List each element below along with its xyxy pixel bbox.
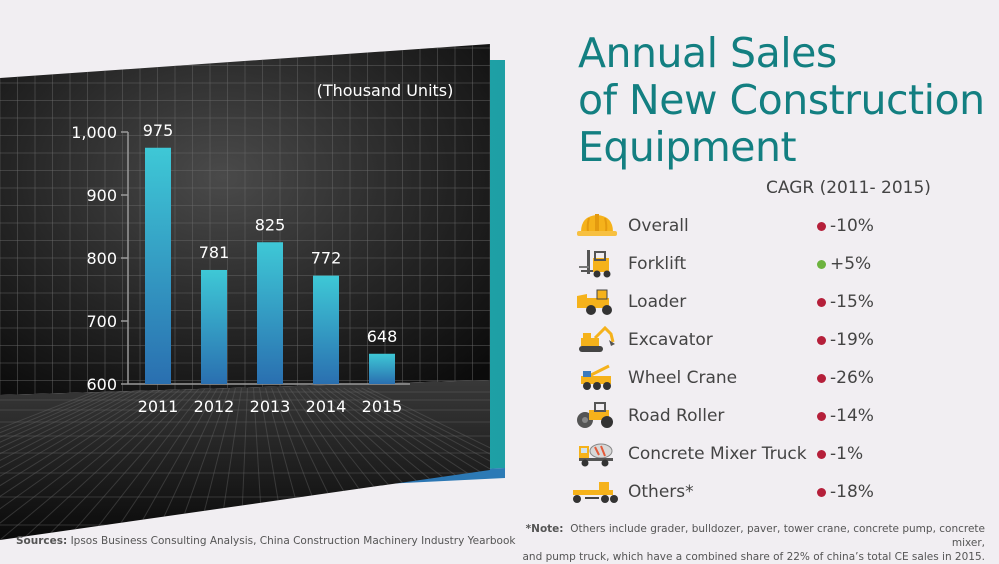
data-label-2013: 825 xyxy=(255,215,286,234)
bar-2012 xyxy=(201,269,227,384)
cagr-title: CAGR (2011- 2015) xyxy=(766,178,931,198)
trend-dot xyxy=(817,298,826,307)
cagr-value: +5% xyxy=(830,254,872,274)
cagr-value: -18% xyxy=(830,482,874,502)
excavator-icon xyxy=(579,325,615,352)
sources: Sources: Ipsos Business Consulting Analy… xyxy=(16,535,515,547)
wheel-crane-icon xyxy=(581,364,611,390)
loader-icon xyxy=(577,289,612,315)
trend-dot xyxy=(817,222,826,231)
cagr-item-loader: Loader -15% xyxy=(575,282,905,320)
sources-label: Sources: xyxy=(16,535,68,547)
data-label-2014: 772 xyxy=(311,249,342,268)
note-line-1: Others include grader, bulldozer, paver,… xyxy=(570,523,985,549)
cagr-value: -14% xyxy=(830,406,874,426)
trend-dot xyxy=(817,336,826,345)
bar-2013 xyxy=(257,242,283,384)
bar-2015 xyxy=(369,353,395,384)
cagr-value: -15% xyxy=(830,292,874,312)
x-tick-label: 2011 xyxy=(138,397,179,416)
cagr-label: Forklift xyxy=(628,254,687,274)
data-label-2015: 648 xyxy=(367,327,398,346)
cagr-label: Loader xyxy=(628,292,687,312)
title-line-1: Annual Sales xyxy=(578,29,837,77)
hard-hat-icon xyxy=(577,214,617,236)
x-tick-label: 2013 xyxy=(250,397,291,416)
x-tick-label: 2015 xyxy=(362,397,403,416)
cagr-item-road-roller: Road Roller -14% xyxy=(575,396,905,434)
forklift-icon xyxy=(579,250,611,278)
y-tick-label: 700 xyxy=(86,312,117,331)
trend-dot xyxy=(817,488,826,497)
title-line-2: of New Construction xyxy=(578,76,985,124)
x-tick-label: 2014 xyxy=(306,397,347,416)
concrete-mixer-icon xyxy=(579,443,613,467)
cagr-label: Wheel Crane xyxy=(628,368,738,388)
bar-2011 xyxy=(145,147,171,384)
footnote: *Note: Others include grader, bulldozer,… xyxy=(520,522,985,564)
cagr-item-overall: Overall -10% xyxy=(575,206,905,244)
cagr-label: Others* xyxy=(628,482,694,502)
page-title: Annual Sales of New Construction Equipme… xyxy=(578,30,988,171)
trend-dot xyxy=(817,374,826,383)
note-line-2: and pump truck, which have a combined sh… xyxy=(522,551,985,563)
cagr-list: Overall -10% Forklift +5% xyxy=(573,206,905,510)
trend-dot xyxy=(817,260,826,269)
road-roller-icon xyxy=(577,402,613,428)
y-tick-label: 1,000 xyxy=(71,123,117,142)
trend-dot xyxy=(817,450,826,459)
y-tick-label: 900 xyxy=(86,186,117,205)
cagr-value: -19% xyxy=(830,330,874,350)
grader-icon xyxy=(573,482,618,503)
cagr-label: Concrete Mixer Truck xyxy=(628,444,807,464)
trend-dot xyxy=(817,412,826,421)
data-label-2011: 975 xyxy=(143,121,174,140)
cagr-item-wheel-crane: Wheel Crane -26% xyxy=(575,358,905,396)
note-label: *Note: xyxy=(525,523,564,535)
cagr-value: -1% xyxy=(830,444,864,464)
sources-text: Ipsos Business Consulting Analysis, Chin… xyxy=(70,535,516,547)
cagr-item-others: Others* -18% xyxy=(573,472,905,510)
x-tick-label: 2012 xyxy=(194,397,235,416)
bar-2014 xyxy=(313,275,339,384)
title-line-3: Equipment xyxy=(578,123,797,171)
cagr-value: -26% xyxy=(830,368,874,388)
cagr-item-forklift: Forklift +5% xyxy=(575,244,905,282)
y-tick-label: 600 xyxy=(86,375,117,394)
data-label-2012: 781 xyxy=(199,243,230,262)
y-tick-label: 800 xyxy=(86,249,117,268)
cagr-label: Excavator xyxy=(628,330,713,350)
cagr-item-concrete-mixer: Concrete Mixer Truck -1% xyxy=(575,434,905,472)
cagr-value: -10% xyxy=(830,216,874,236)
unit-label: (Thousand Units) xyxy=(317,81,454,100)
cagr-label: Road Roller xyxy=(628,406,725,426)
cagr-label: Overall xyxy=(628,216,689,236)
cagr-item-excavator: Excavator -19% xyxy=(575,320,905,358)
